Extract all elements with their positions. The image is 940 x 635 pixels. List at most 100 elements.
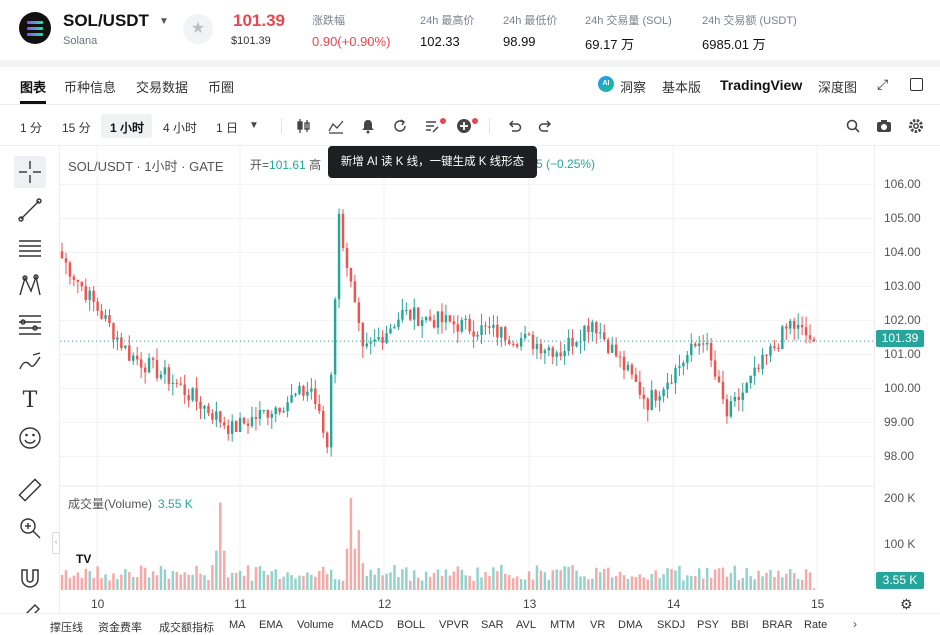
volume-bar [167, 578, 171, 590]
brush-icon[interactable] [14, 346, 46, 378]
trend-line-icon[interactable] [14, 194, 46, 226]
indicator-item[interactable]: MA [229, 619, 246, 631]
pair-selector[interactable]: SOL/USDT [63, 11, 149, 30]
volume-bar [298, 575, 301, 590]
tab-coin-info[interactable]: 币种信息 [64, 80, 117, 95]
date-label: 13 [523, 597, 537, 611]
tab-chart[interactable]: 图表 [20, 80, 47, 95]
volume-bar [705, 567, 709, 590]
indicator-item[interactable]: MTM [550, 619, 576, 631]
price-axis[interactable] [874, 146, 940, 590]
volume-bar [290, 575, 293, 590]
collapse-tools-icon[interactable]: ‹ [52, 532, 60, 554]
candle-body [523, 333, 527, 339]
indicator-item[interactable]: SAR [481, 619, 504, 631]
volume-bar [484, 571, 487, 590]
indicator-item[interactable]: MACD [351, 619, 384, 631]
indicator-item[interactable]: Rate [804, 619, 828, 631]
candle-body [599, 332, 602, 334]
text-tool-icon[interactable]: T [22, 387, 38, 413]
interval-4h[interactable]: 4 小时 [163, 121, 198, 135]
interval-1m[interactable]: 1 分 [20, 121, 43, 135]
indicator-item[interactable]: PSY [697, 619, 720, 631]
volume-bar [357, 530, 361, 590]
candle-body [606, 339, 610, 353]
indicator-item[interactable]: DMA [618, 619, 643, 631]
volume-bar [808, 572, 812, 590]
indicator-item[interactable]: BOLL [397, 619, 426, 631]
new-feature-dot [472, 118, 478, 124]
horizontal-lines-icon[interactable] [14, 232, 46, 264]
interval-1d[interactable]: 1 日 [216, 121, 239, 135]
indicator-item[interactable]: 成交额指标 [159, 622, 214, 634]
search-icon[interactable] [845, 118, 861, 134]
window-icon[interactable] [910, 78, 923, 91]
candle-body [361, 322, 365, 347]
caret-down-icon[interactable]: ▼ [159, 16, 169, 27]
chevron-right-icon[interactable]: › [853, 617, 857, 631]
candle-body [357, 302, 361, 323]
interval-15m[interactable]: 15 分 [62, 121, 91, 135]
interval-1h[interactable]: 1 小时 [110, 121, 145, 135]
indicator-item[interactable]: BBI [731, 619, 749, 631]
emoji-icon[interactable] [14, 422, 46, 454]
candle-body [416, 307, 420, 326]
indicator-item[interactable]: SKDJ [657, 619, 686, 631]
candle-body [116, 337, 119, 340]
tab-ai-insight[interactable]: 洞察 [620, 80, 647, 95]
zoom-in-icon[interactable] [14, 512, 46, 544]
volume-bar [599, 572, 602, 590]
indicator-item[interactable]: EMA [259, 619, 283, 631]
expand-icon[interactable]: ⤢ [877, 76, 889, 92]
tab-basic[interactable]: 基本版 [662, 80, 702, 95]
indicator-item[interactable]: BRAR [762, 619, 793, 631]
indicator-item[interactable]: 资金费率 [98, 622, 142, 634]
camera-icon[interactable] [876, 118, 892, 134]
candle-body [626, 364, 630, 371]
indicator-item[interactable]: 撑压线 [50, 622, 83, 634]
volume-bar [361, 563, 365, 590]
indicator-item[interactable]: Volume [297, 619, 334, 631]
pattern-icon[interactable] [14, 270, 46, 302]
candle-body [393, 327, 396, 329]
ruler-icon[interactable] [14, 474, 46, 506]
crosshair-icon[interactable] [14, 156, 46, 188]
candle-body [686, 355, 689, 363]
volume-bar [658, 578, 661, 590]
redo-icon[interactable] [538, 118, 554, 134]
candle-body [167, 367, 171, 385]
ai-kline-icon[interactable] [424, 118, 440, 134]
fib-icon[interactable] [14, 308, 46, 340]
stat-label: 24h 交易额 (USDT) [702, 15, 797, 27]
indicator-item[interactable]: VPVR [439, 619, 469, 631]
volume-value: 3.55 K [158, 497, 193, 511]
gear-icon[interactable] [908, 118, 924, 134]
star-icon[interactable]: ★ [183, 14, 213, 44]
candle-body [187, 395, 190, 401]
tab-community[interactable]: 币圈 [208, 80, 235, 95]
undo-icon[interactable] [506, 118, 522, 134]
candle-body [349, 268, 353, 282]
replay-icon[interactable] [392, 118, 408, 134]
alert-icon[interactable] [360, 118, 376, 134]
add-circle-icon[interactable] [456, 118, 472, 134]
current-volume-tag: 3.55 K [876, 572, 924, 589]
candle-body [203, 406, 206, 409]
ticker-header: SOL/USDT ▼ Solana ★ 101.39 $101.39 涨跌幅 0… [0, 0, 940, 62]
interval-dropdown-icon[interactable]: ▼ [249, 120, 259, 131]
candle-type-icon[interactable] [296, 118, 312, 134]
volume-bar [614, 575, 618, 590]
ai-insight-icon[interactable]: AI [598, 76, 614, 92]
tab-depth[interactable]: 深度图 [818, 80, 858, 95]
toolbar-divider [489, 118, 490, 134]
indicators-icon[interactable] [328, 118, 344, 134]
tab-tradingview[interactable]: TradingView [720, 77, 803, 93]
tab-trade-data[interactable]: 交易数据 [136, 80, 189, 95]
magnet-icon[interactable] [14, 562, 46, 594]
indicator-item[interactable]: AVL [516, 619, 536, 631]
candlestick-chart[interactable] [0, 146, 874, 613]
indicator-item[interactable]: VR [590, 619, 606, 631]
candle-body [563, 350, 566, 357]
volume-bar [128, 572, 131, 590]
chart-settings-icon[interactable]: ⚙ [900, 596, 913, 612]
